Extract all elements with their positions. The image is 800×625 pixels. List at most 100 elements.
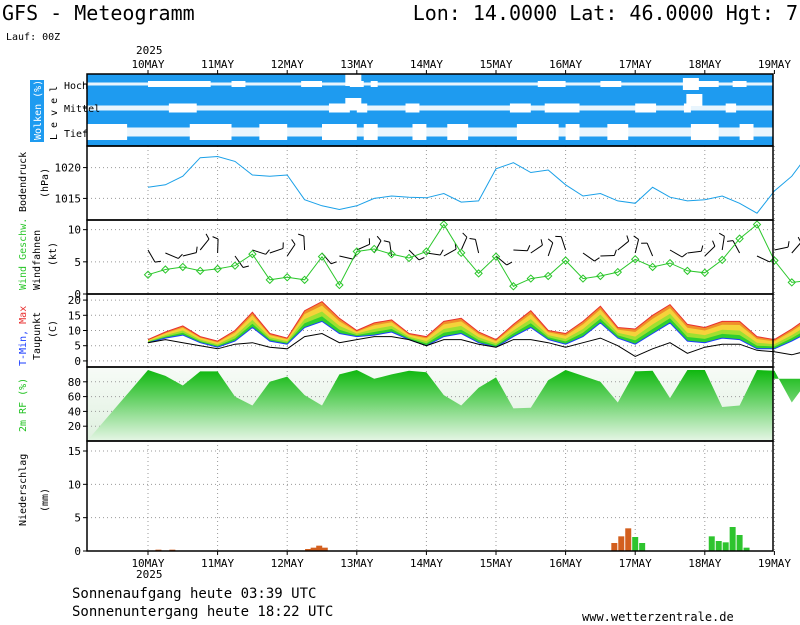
wind-barb	[199, 238, 210, 251]
wind-speed-point	[230, 261, 240, 270]
precip-ylabel: Niederschlag	[18, 454, 29, 526]
wind-barb-flag	[376, 235, 382, 242]
cloud-patch	[635, 103, 657, 113]
wind-barb	[687, 250, 702, 254]
cloud-patch	[168, 103, 197, 113]
wind-barb-flag	[547, 238, 554, 244]
precip-bar	[625, 528, 632, 551]
wind-barb-flag	[712, 240, 716, 247]
y-tick-label: 40	[68, 405, 81, 418]
cloud-patch	[447, 124, 469, 140]
wind-barb	[560, 236, 567, 251]
pressure-line	[147, 155, 800, 214]
cloud-patch	[607, 124, 629, 140]
dewpoint-line	[147, 332, 800, 357]
y-tick-label: 5	[74, 512, 81, 525]
cloud-level-axis-label: L e v e l	[49, 86, 60, 140]
website-link[interactable]: www.wetterzentrale.de	[582, 610, 734, 624]
wind-barb	[513, 249, 528, 252]
y-tick-label: 15	[68, 309, 81, 322]
cloud-patch	[690, 124, 719, 140]
wind-barb-flag	[265, 249, 270, 255]
humidity-area	[87, 370, 800, 441]
y-tick-label: 1020	[55, 162, 82, 175]
cloud-patch	[509, 103, 531, 113]
wind-speed-point	[509, 282, 518, 291]
y-tick-label: 60	[68, 391, 81, 404]
day-label-bottom: 10MAY	[131, 557, 164, 570]
wind-barb	[530, 244, 543, 254]
day-label-top: 16MAY	[549, 58, 582, 71]
wind-barb	[269, 247, 284, 254]
wind-barb	[732, 240, 741, 254]
cloud-patch	[683, 103, 691, 113]
tmax-line	[147, 300, 800, 342]
day-label-top: 17MAY	[619, 58, 652, 71]
wind-barb-flag	[330, 261, 337, 265]
day-label-bottom: 11MAY	[201, 557, 234, 570]
cloud-patch	[87, 124, 128, 140]
cloud-patch	[189, 124, 232, 140]
model-run: Lauf: 00Z	[6, 32, 61, 43]
temperature-ylabel-2: Taupunkt	[32, 312, 43, 360]
cloud-patch	[516, 124, 559, 140]
wind-barb	[443, 248, 457, 257]
wind-barb	[495, 255, 508, 266]
wind-barb-flag	[439, 249, 444, 256]
day-label-bottom: 13MAY	[340, 557, 373, 570]
wind-barb-flag	[469, 238, 476, 240]
wind-speed-point	[282, 273, 292, 282]
wind-barb	[756, 255, 770, 263]
cloud-patch	[544, 103, 580, 113]
wind-barb-flag	[594, 257, 600, 262]
day-label-bottom: 15MAY	[479, 557, 512, 570]
y-tick-label: 0	[74, 288, 81, 301]
precip-bar	[310, 547, 317, 551]
day-label-top: 11MAY	[201, 58, 234, 71]
precip-bar	[736, 535, 743, 551]
cloud-patch	[231, 81, 246, 87]
wind-speed-point	[369, 244, 379, 254]
precip-bar	[715, 541, 722, 551]
wind-speed-point	[735, 234, 744, 243]
wind-barb-flag	[154, 260, 162, 263]
wind-barb-flag	[462, 232, 468, 238]
wind-barb	[617, 240, 629, 251]
sunrise-text: Sonnenaufgang heute 03:39 UTC	[72, 586, 317, 602]
wind-speed-point	[752, 220, 762, 229]
wind-speed-point	[213, 264, 222, 274]
day-label-top: 12MAY	[271, 58, 304, 71]
cloud-patch	[370, 81, 378, 87]
wind-speed-point	[195, 266, 205, 276]
wind-barb-flag	[418, 257, 425, 261]
precip-bar	[708, 536, 715, 551]
wind-speed-point	[439, 220, 449, 229]
humidity-ylabel: 2m RF (%)	[18, 378, 29, 432]
cloud-patch	[781, 81, 786, 87]
wind-speed-point	[543, 271, 553, 281]
wind-speed-point	[456, 248, 466, 258]
precip-unit: (mm)	[40, 488, 51, 512]
wind-barb	[474, 239, 480, 254]
wind-barb-flag	[195, 246, 198, 253]
wind-barb	[646, 242, 654, 257]
temperature-ylabel: T-Min, Max	[18, 306, 29, 366]
wind-speed-point	[161, 265, 170, 274]
wind-barb-flag	[613, 249, 617, 256]
day-label-bottom: 14MAY	[410, 557, 443, 570]
cloud-patch	[322, 124, 357, 140]
pressure-ylabel: Bodendruck	[18, 152, 29, 212]
wind-barb	[547, 242, 554, 257]
year-top: 2025	[136, 44, 163, 57]
y-tick-label: 80	[68, 376, 81, 389]
precip-bar	[722, 542, 729, 551]
wind-barb	[147, 249, 156, 263]
precip-bar	[321, 547, 328, 551]
wind-speed-point	[422, 247, 431, 256]
cloud-patch	[259, 124, 288, 140]
cloud-patch	[328, 103, 350, 113]
wind-barb	[704, 245, 716, 257]
cloud-patch	[301, 81, 322, 87]
page-title: GFS - Meteogramm	[2, 1, 195, 25]
y-tick-label: 1015	[55, 192, 82, 205]
